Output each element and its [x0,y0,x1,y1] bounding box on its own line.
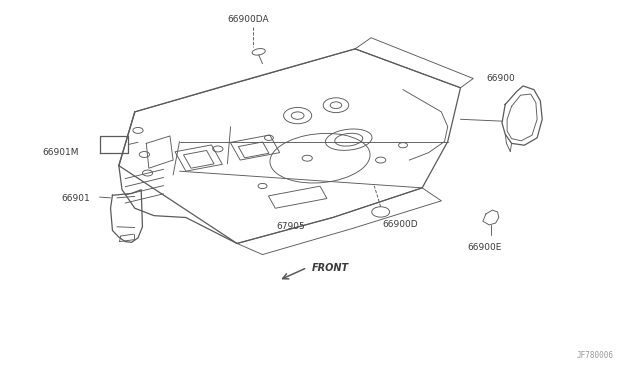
Bar [184,150,214,168]
Text: 66900: 66900 [486,74,515,83]
Bar [175,145,222,171]
Text: 66900DA: 66900DA [227,15,269,24]
Bar [268,186,327,208]
Text: 66900E: 66900E [467,243,501,251]
Text: 66901M: 66901M [42,148,79,157]
Text: 66901: 66901 [61,195,90,203]
Bar [230,135,280,160]
Text: FRONT: FRONT [312,263,349,273]
Text: 67905: 67905 [276,222,305,231]
Bar [238,142,269,158]
Text: JF780006: JF780006 [577,351,614,360]
Text: 66900D: 66900D [383,221,418,230]
